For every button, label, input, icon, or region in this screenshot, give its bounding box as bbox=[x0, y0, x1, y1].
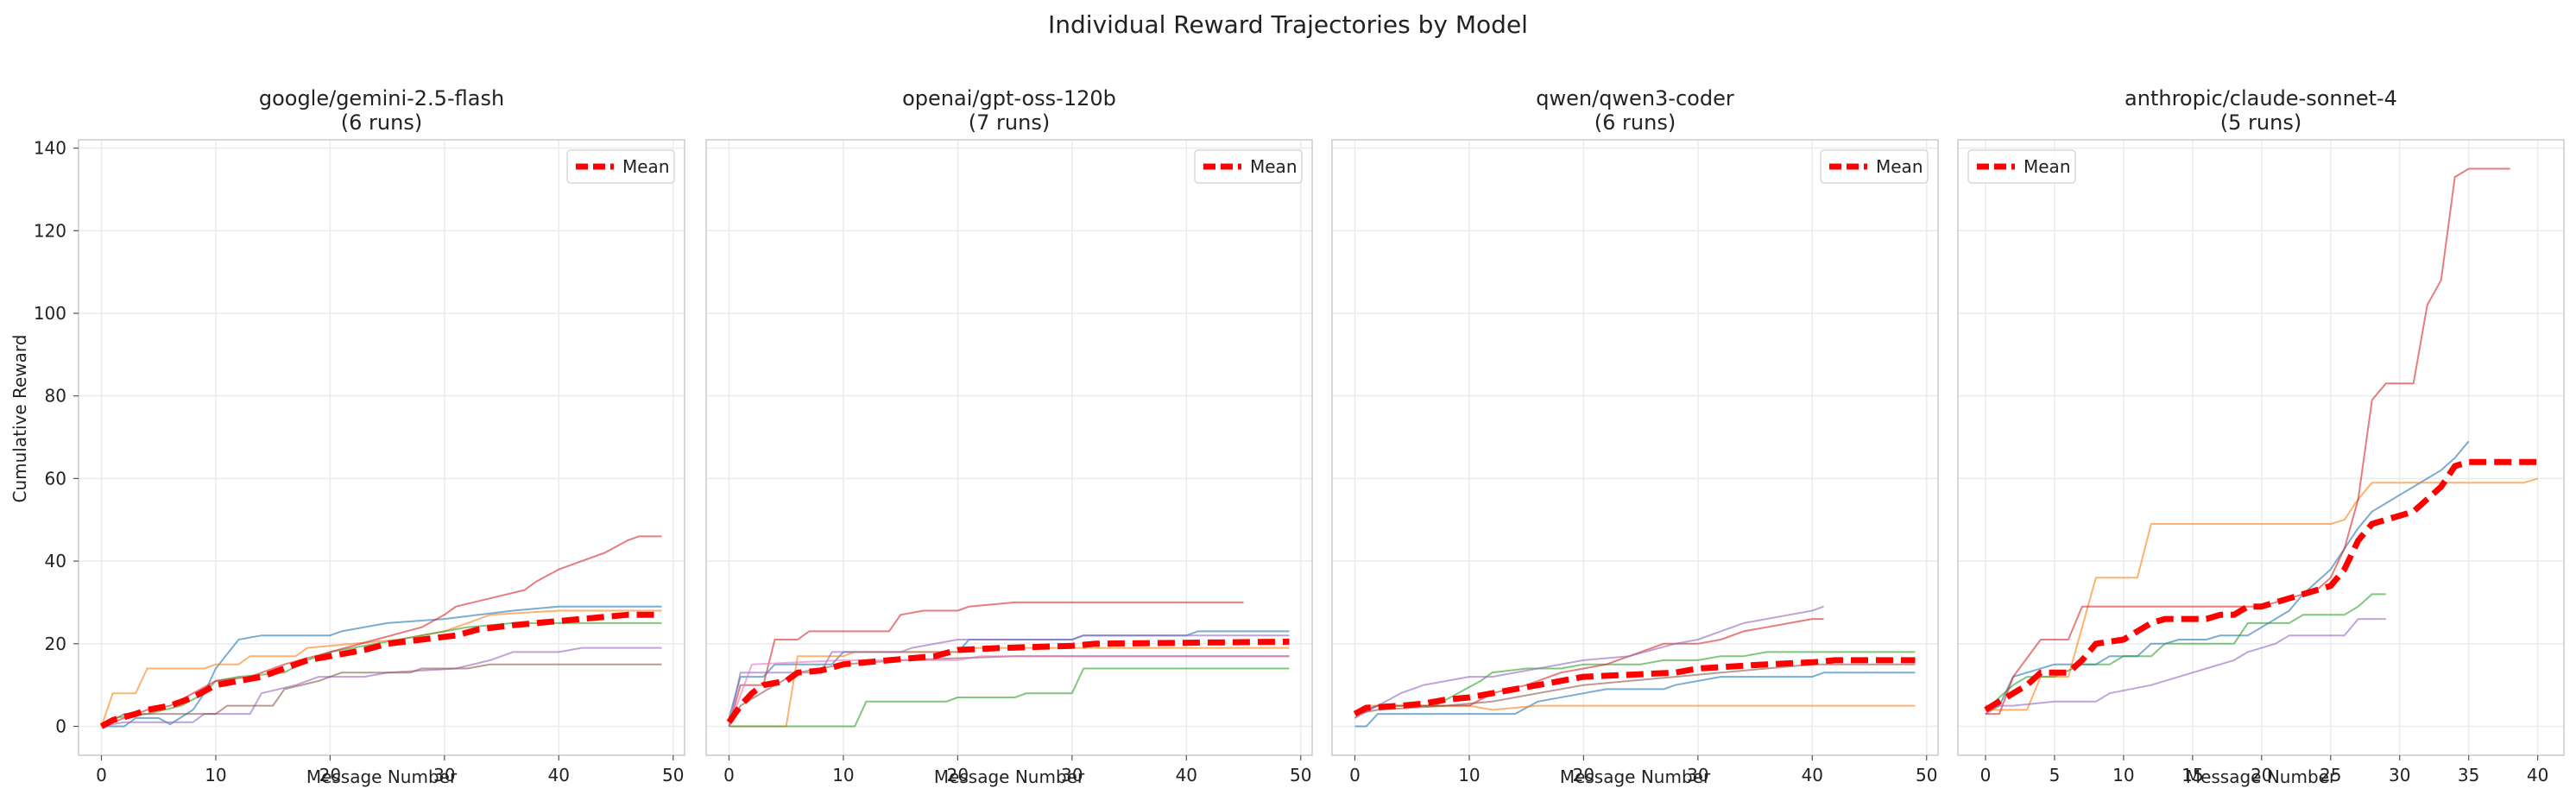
run-line-6 bbox=[1354, 663, 1916, 716]
y-axis-label: Cumulative Reward bbox=[9, 335, 30, 503]
figure-title: Individual Reward Trajectories by Model bbox=[1048, 10, 1528, 39]
plot-area bbox=[79, 140, 685, 755]
run-line-5 bbox=[728, 634, 1290, 727]
legend-label: Mean bbox=[1876, 156, 1923, 177]
panel-1: 0 10 20 30 40 50 0 20 40 60 80 100 120 140 google/gemi… bbox=[34, 86, 685, 787]
plot-area bbox=[706, 140, 1312, 755]
x-tick-label: 10 bbox=[2112, 765, 2134, 785]
legend-box bbox=[1194, 149, 1303, 184]
x-tick-label: 0 bbox=[96, 765, 107, 785]
x-tick-label: 40 bbox=[1176, 765, 1197, 785]
x-tick-label: 0 bbox=[1980, 765, 1992, 785]
panel-subtitle: (5 runs) bbox=[2220, 110, 2301, 135]
plot-area bbox=[1332, 140, 1938, 755]
x-tick-label: 10 bbox=[1458, 765, 1480, 785]
legend: Mean bbox=[1194, 149, 1303, 184]
panel-subtitle: (6 runs) bbox=[1594, 110, 1676, 135]
x-tick-label: 40 bbox=[548, 765, 570, 785]
legend: Mean bbox=[1820, 149, 1929, 184]
panel-subtitle: (7 runs) bbox=[969, 110, 1050, 135]
run-line-1 bbox=[1985, 440, 2470, 715]
panel-4: 0 5 10 15 20 25 30 35 40 anthropic/claude-sonnet-… bbox=[1957, 86, 2565, 787]
legend-box bbox=[1820, 149, 1929, 184]
x-axis-label: Message Number bbox=[2186, 766, 2337, 787]
panel-subtitle: (6 runs) bbox=[341, 110, 422, 135]
run-line-5 bbox=[1354, 605, 1824, 719]
y-tick-label: 140 bbox=[34, 138, 66, 159]
x-tick-label: 0 bbox=[723, 765, 735, 785]
x-tick-label: 30 bbox=[2389, 765, 2410, 785]
plot-frame bbox=[1957, 139, 2565, 756]
y-tick-label: 60 bbox=[45, 468, 66, 489]
x-tick-label: 5 bbox=[2049, 765, 2061, 785]
run-line-5 bbox=[101, 646, 662, 728]
x-tick-label: 30 bbox=[433, 765, 455, 785]
run-line-6 bbox=[101, 663, 662, 728]
x-axis-label: Message Number bbox=[306, 766, 458, 787]
x-tick-label: 30 bbox=[1061, 765, 1083, 785]
panel-title: openai/gpt-oss-120b bbox=[902, 86, 1116, 110]
legend-box bbox=[566, 149, 675, 184]
x-tick-label: 20 bbox=[2251, 765, 2272, 785]
panels: 0 10 20 30 40 50020406080100120140google/gemi… bbox=[34, 86, 2565, 787]
legend: Mean bbox=[566, 149, 675, 184]
plot-frame bbox=[1331, 139, 1939, 756]
run-line-1 bbox=[101, 605, 662, 728]
y-tick-label: 100 bbox=[34, 303, 66, 324]
x-tick-label: 50 bbox=[1916, 765, 1937, 785]
legend-box bbox=[1967, 149, 2076, 184]
run-line-1 bbox=[1354, 672, 1916, 728]
x-tick-label: 35 bbox=[2458, 765, 2479, 785]
x-tick-label: 30 bbox=[1687, 765, 1708, 785]
legend: Mean bbox=[1967, 149, 2076, 184]
run-line-3 bbox=[729, 667, 1290, 728]
x-tick-label: 10 bbox=[832, 765, 854, 785]
x-tick-label: 10 bbox=[205, 765, 226, 785]
x-tick-label: 40 bbox=[1802, 765, 1823, 785]
x-tick-label: 50 bbox=[662, 765, 684, 785]
run-line-3 bbox=[1354, 651, 1916, 716]
y-tick-label: 120 bbox=[34, 220, 66, 241]
plot-frame bbox=[705, 139, 1313, 756]
x-tick-label: 50 bbox=[1290, 765, 1311, 785]
run-line-5 bbox=[1986, 618, 2386, 707]
x-tick-label: 25 bbox=[2320, 765, 2341, 785]
x-axis-label: Message Number bbox=[934, 766, 1085, 787]
y-tick-label: 40 bbox=[45, 551, 66, 571]
panel-2: 0 10 20 30 40 50 openai/gpt-oss-120b(7 runs) Me… bbox=[705, 86, 1313, 787]
x-tick-label: 20 bbox=[319, 765, 341, 785]
panel-title: anthropic/claude-sonnet-4 bbox=[2125, 86, 2397, 110]
x-tick-label: 20 bbox=[1573, 765, 1594, 785]
panel-title: qwen/qwen3-coder bbox=[1536, 86, 1734, 110]
mean-line bbox=[1353, 657, 1916, 717]
plot-area bbox=[1958, 140, 2564, 755]
legend-label: Mean bbox=[622, 156, 670, 177]
mean-line bbox=[99, 611, 662, 729]
x-tick-label: 40 bbox=[2527, 765, 2548, 785]
panel-title: google/gemini-2.5-flash bbox=[259, 86, 504, 110]
x-axis-label: Message Number bbox=[1560, 766, 1711, 787]
x-tick-label: 20 bbox=[947, 765, 969, 785]
y-tick-label: 0 bbox=[55, 716, 66, 737]
legend-label: Mean bbox=[2024, 156, 2071, 177]
mean-line bbox=[726, 638, 1290, 724]
x-tick-label: 0 bbox=[1349, 765, 1361, 785]
panel-3: 0 10 20 30 40 50 qwen/qwen3-coder(6 runs) Messa… bbox=[1331, 86, 1939, 787]
mean-line bbox=[1984, 458, 2538, 713]
plot-frame bbox=[78, 139, 685, 756]
y-tick-label: 80 bbox=[45, 386, 66, 407]
run-line-3 bbox=[1985, 593, 2386, 711]
legend-label: Mean bbox=[1250, 156, 1297, 177]
run-line-2 bbox=[100, 609, 662, 727]
x-tick-label: 15 bbox=[2181, 765, 2203, 785]
y-tick-label: 20 bbox=[45, 634, 66, 654]
